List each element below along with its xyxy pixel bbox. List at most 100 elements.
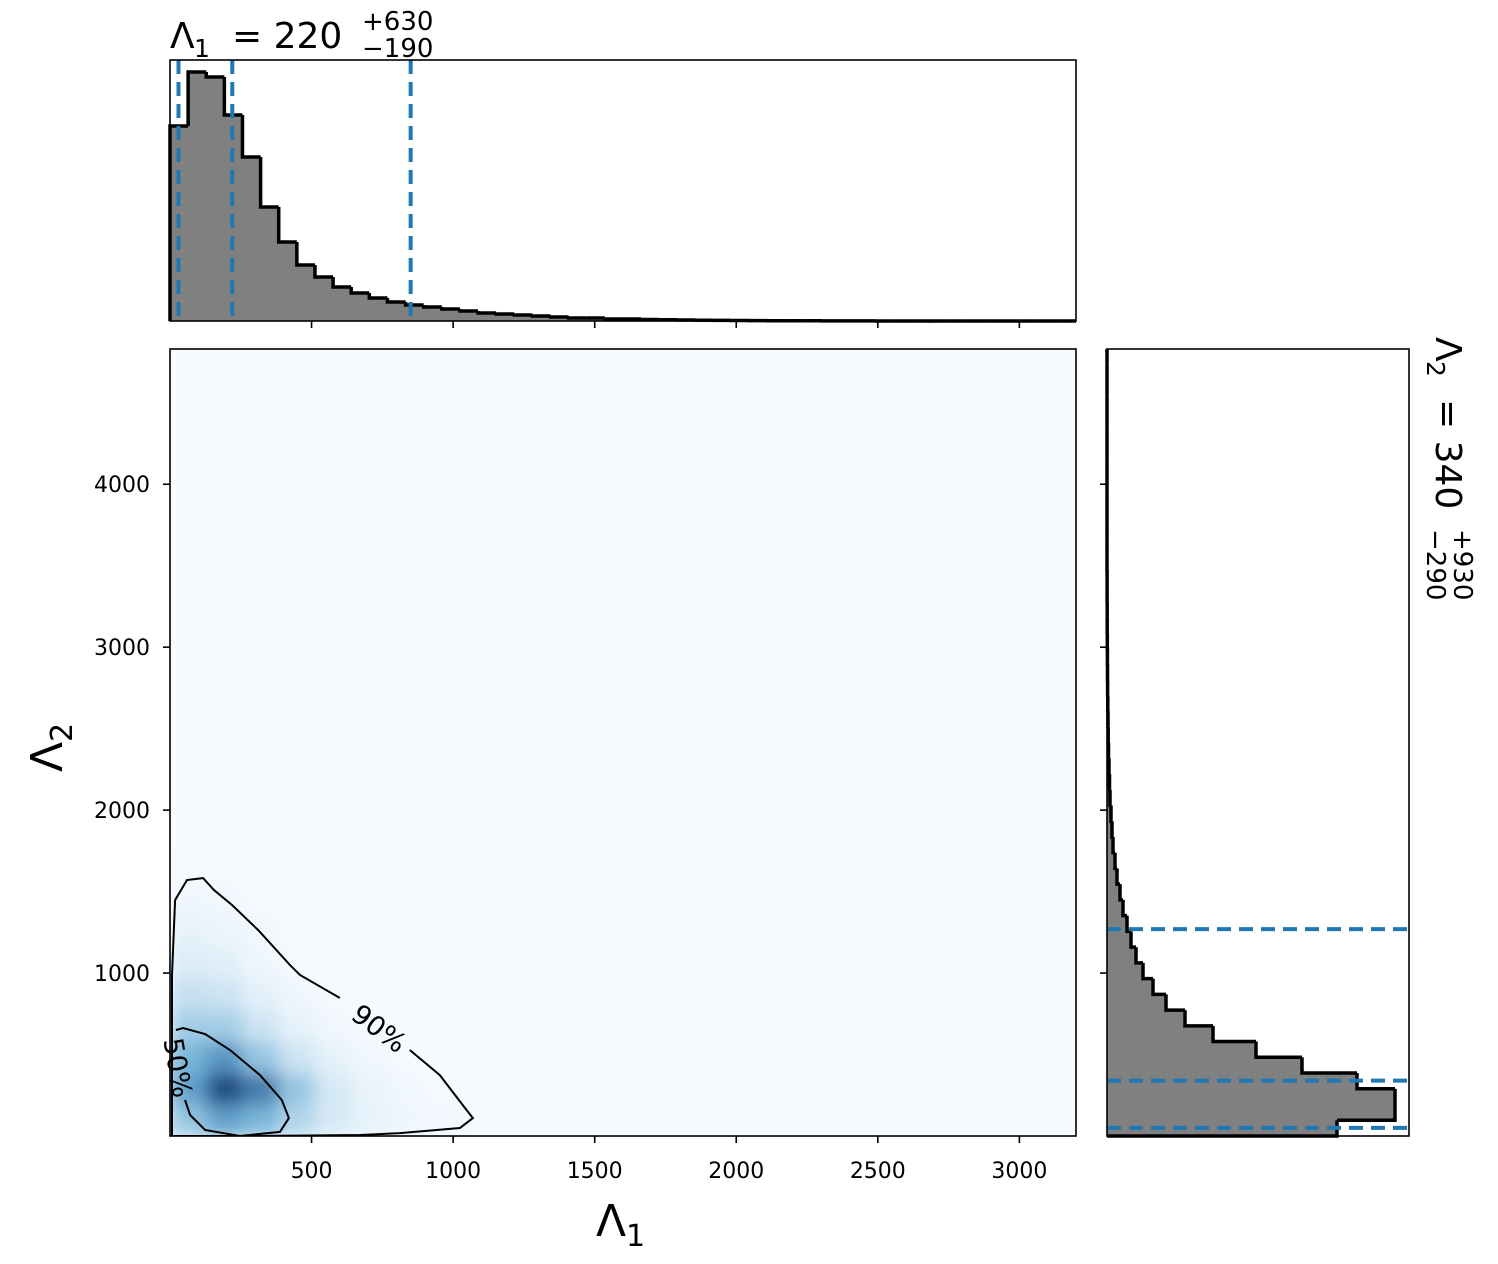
density-cell — [496, 1041, 533, 1074]
hist-step — [1106, 742, 1111, 760]
x-tick-label: 3000 — [991, 1159, 1047, 1184]
axis-label-subscript: 2 — [45, 723, 80, 742]
density-cell — [242, 1104, 280, 1136]
title-symbol: Λ — [170, 16, 195, 57]
density-cell — [459, 852, 497, 885]
hist-step — [1121, 899, 1127, 918]
hist-step — [1107, 773, 1112, 792]
hist-bar — [260, 207, 280, 321]
density-cell — [242, 852, 280, 885]
density-cell — [387, 1010, 425, 1043]
hist-bar — [278, 242, 298, 321]
hist-bar — [478, 313, 497, 321]
hist-bar — [550, 317, 569, 321]
axis-label-symbol: Λ — [596, 1196, 626, 1247]
hist-bar — [1107, 978, 1153, 995]
title-upper: +930 — [1447, 529, 1477, 600]
density-cell — [314, 852, 352, 885]
axis-label-subscript: 1 — [626, 1219, 645, 1254]
hist-bar — [514, 315, 533, 321]
contour-line — [175, 1026, 291, 1136]
density-cell — [496, 978, 533, 1011]
hist-bar — [387, 302, 406, 321]
density-cell — [387, 852, 425, 885]
density-cell — [351, 1104, 388, 1136]
y-tick-label: 4000 — [94, 473, 150, 498]
hist-bar — [333, 287, 352, 321]
hist-step — [385, 298, 406, 304]
density-cell — [278, 1073, 316, 1106]
hist-step — [1151, 978, 1166, 997]
density-cell — [278, 852, 316, 885]
hist-step — [258, 157, 279, 209]
hist-step — [1355, 1073, 1395, 1091]
density-cell — [314, 947, 352, 980]
hist-step — [276, 207, 297, 244]
hist-bar — [1107, 1025, 1213, 1042]
density-cell — [459, 978, 497, 1011]
hist-step — [476, 311, 497, 315]
density-cell — [242, 1073, 280, 1106]
density-cell — [278, 1041, 316, 1074]
density-cell — [387, 1073, 425, 1106]
hist-bar — [405, 305, 424, 321]
hist-bar — [1107, 1041, 1256, 1058]
density-cell — [170, 947, 207, 980]
density-cell — [423, 852, 461, 885]
x-tick-label: 1000 — [425, 1159, 481, 1184]
y-tick-label: 2000 — [94, 799, 150, 824]
density-cell — [351, 852, 388, 885]
hist-bar — [206, 77, 225, 321]
x-tick-label: 2500 — [850, 1159, 906, 1184]
density-cell — [170, 1041, 207, 1074]
hist-bar — [296, 265, 316, 321]
hist-bar — [351, 293, 370, 321]
hist-bar — [496, 314, 515, 321]
density-cell — [242, 1010, 280, 1043]
hist-step — [530, 314, 551, 318]
density-cell — [206, 1010, 243, 1043]
density-cell — [314, 1010, 352, 1043]
title-symbol: Λ — [1427, 337, 1468, 362]
hist-step — [548, 315, 569, 319]
density-cell — [351, 884, 388, 917]
axis-label: Λ2 — [22, 723, 80, 772]
density-cell — [206, 852, 243, 885]
hist-step — [1125, 915, 1131, 934]
density-cell — [206, 915, 243, 948]
density-cell — [496, 1010, 533, 1043]
density-cell — [170, 915, 207, 948]
density-cell — [278, 1104, 316, 1136]
hist-bar — [242, 157, 261, 321]
contour-line — [171, 877, 475, 1136]
density-cell — [314, 915, 352, 948]
density-cell — [387, 915, 425, 948]
hist-bar — [1107, 868, 1117, 885]
density-cell — [459, 915, 497, 948]
hist-step — [639, 317, 660, 322]
hist-step — [494, 312, 515, 316]
density-cell — [423, 915, 461, 948]
hist-step — [1254, 1041, 1302, 1060]
axes-frame — [169, 348, 1077, 1137]
hist-bar — [1107, 1088, 1395, 1105]
hist-bar — [1107, 947, 1136, 964]
hist-bar — [459, 311, 479, 321]
hist-step — [367, 293, 388, 300]
density-cell — [387, 884, 425, 917]
hist-step — [1118, 884, 1123, 902]
hist-step — [186, 70, 207, 126]
x-tick-label: 500 — [291, 1159, 333, 1184]
hist-bar — [1107, 1073, 1357, 1090]
density-cell — [170, 1073, 207, 1106]
title-value: = 340 — [1427, 399, 1468, 509]
density-cell — [351, 947, 388, 980]
hist-step — [1110, 821, 1114, 839]
hist-step — [295, 242, 315, 267]
x-tick-label: 2000 — [708, 1159, 764, 1184]
hist-bar — [532, 316, 551, 321]
density-cell — [459, 1073, 497, 1106]
hist-bar — [188, 72, 207, 321]
density-cell — [206, 1073, 243, 1106]
